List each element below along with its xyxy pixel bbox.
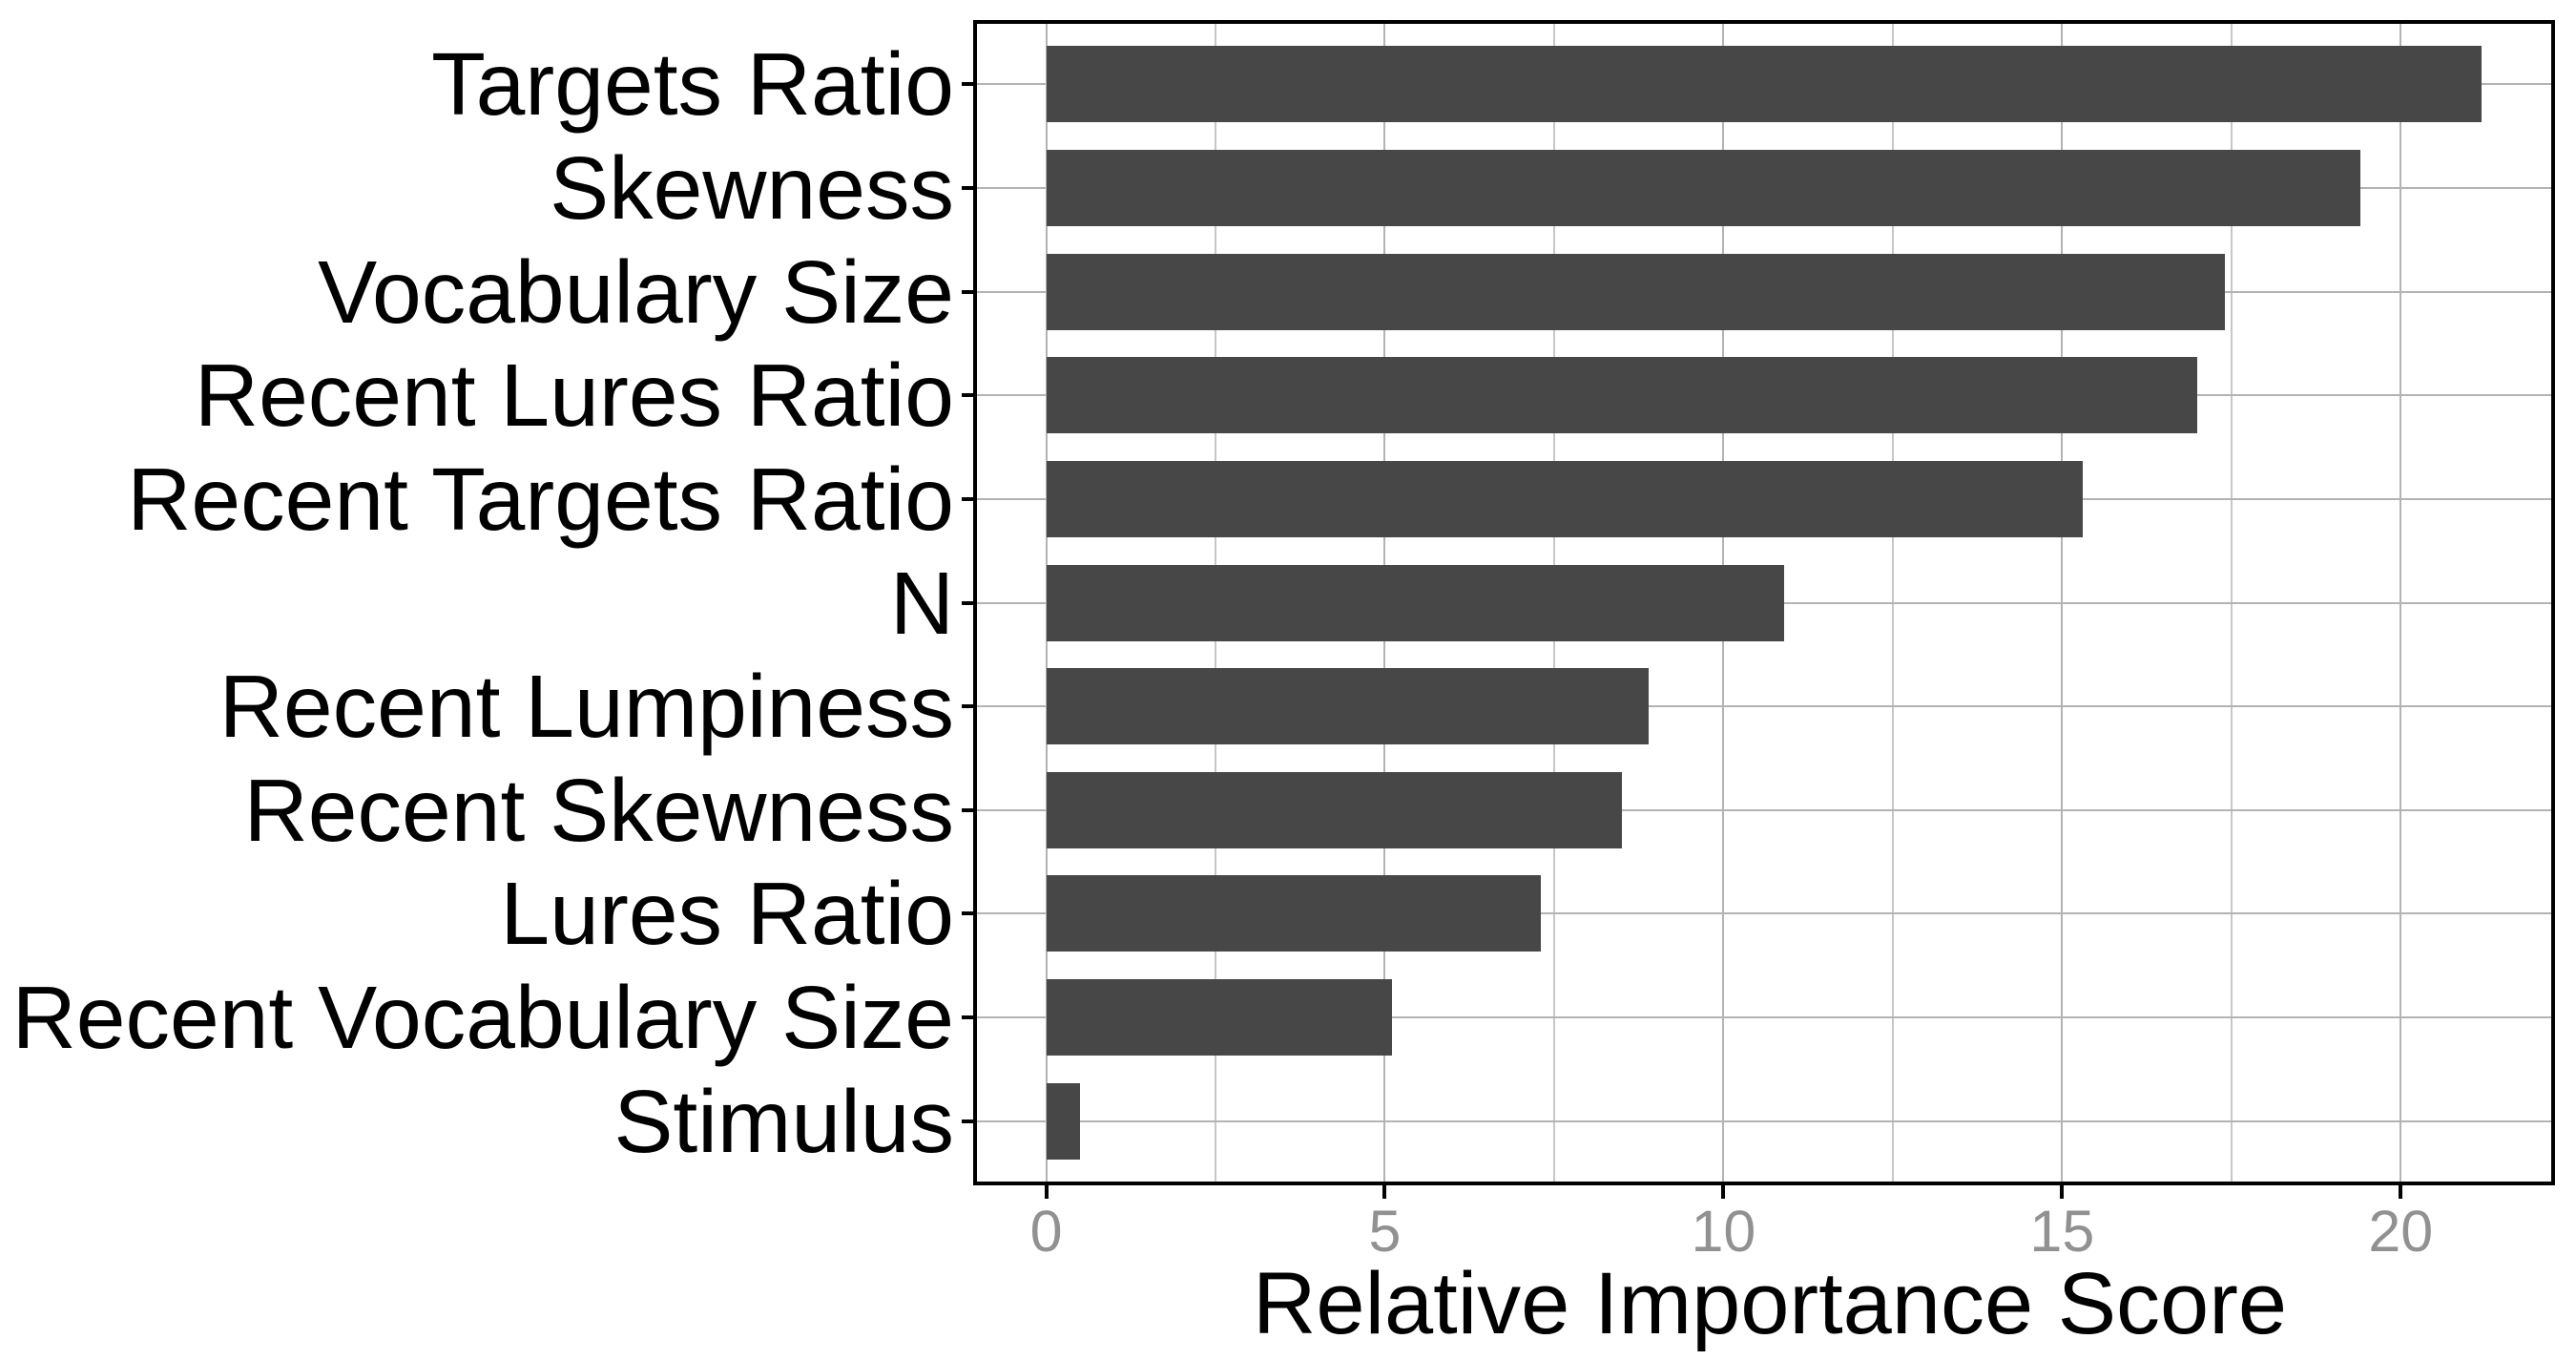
y-axis-label: Stimulus — [613, 1071, 954, 1171]
y-axis-label: Vocabulary Size — [318, 241, 954, 342]
x-axis-tick — [2060, 1185, 2065, 1199]
y-axis-label: Lures Ratio — [500, 864, 954, 964]
plot-panel — [975, 22, 2553, 1183]
x-axis-tick — [1382, 1185, 1387, 1199]
x-axis-tick — [2399, 1185, 2403, 1199]
y-axis-label: N — [889, 553, 954, 653]
y-axis-tick — [962, 289, 975, 294]
y-axis-tick — [962, 704, 975, 709]
x-axis-tick — [1044, 1185, 1049, 1199]
y-axis-tick — [962, 185, 975, 190]
gridline-major-horizontal — [975, 912, 2553, 915]
bar — [1046, 771, 1622, 848]
x-axis-tick-label: 15 — [2029, 1199, 2095, 1264]
y-axis-label: Recent Targets Ratio — [127, 449, 954, 549]
bar — [1046, 668, 1650, 745]
x-axis-title: Relative Importance Score — [1252, 1255, 2288, 1352]
y-axis-tick — [962, 496, 975, 501]
x-axis-tick — [1721, 1185, 1726, 1199]
bar — [1046, 979, 1392, 1057]
y-axis-label: Recent Skewness — [243, 760, 954, 860]
gridline-major-horizontal — [975, 705, 2553, 708]
y-axis-tick — [962, 600, 975, 605]
bar — [1046, 564, 1785, 641]
y-axis-tick — [962, 911, 975, 916]
y-axis-label: Skewness — [550, 137, 954, 238]
y-axis-label: Recent Lumpiness — [218, 657, 954, 757]
gridline-major-horizontal — [975, 1119, 2553, 1122]
y-axis-label: Recent Lures Ratio — [194, 345, 954, 446]
y-axis-tick — [962, 807, 975, 812]
gridline-major-horizontal — [975, 808, 2553, 811]
x-axis-tick-label: 0 — [1029, 1199, 1063, 1264]
y-axis-tick — [962, 1119, 975, 1123]
y-axis-label: Targets Ratio — [431, 34, 954, 135]
y-axis-tick — [962, 393, 975, 398]
bar — [1046, 149, 2360, 226]
y-axis-tick — [962, 82, 975, 87]
bar — [1046, 460, 2083, 537]
y-axis-label: Recent Vocabulary Size — [11, 968, 954, 1068]
gridline-major-horizontal — [975, 1016, 2553, 1019]
bar — [1046, 1082, 1081, 1160]
x-axis-tick-label: 5 — [1368, 1199, 1402, 1264]
bar — [1046, 875, 1541, 952]
bar — [1046, 253, 2225, 330]
bar — [1046, 46, 2483, 123]
x-axis-tick-label: 10 — [1691, 1199, 1756, 1264]
y-axis-tick — [962, 1015, 975, 1020]
x-axis-tick-label: 20 — [2368, 1199, 2434, 1264]
bar — [1046, 357, 2198, 434]
